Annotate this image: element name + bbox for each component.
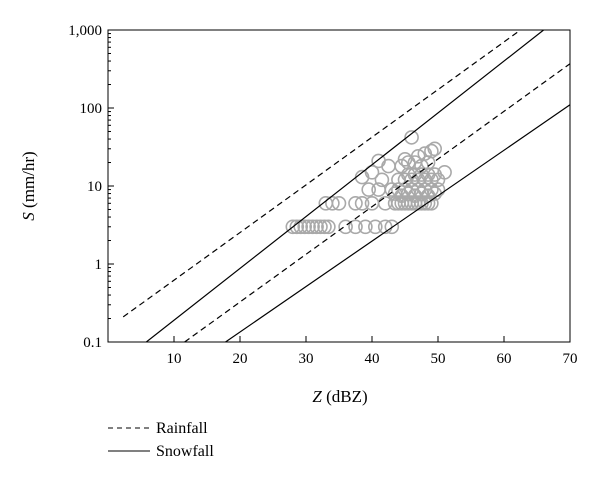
y-tick-label: 1,000 (68, 23, 102, 39)
scatter-point (410, 149, 426, 164)
scatter-points (285, 130, 452, 235)
y-tick-label: 1 (95, 257, 103, 273)
scatter-point (331, 196, 347, 211)
y-tick-label: 0.1 (83, 335, 102, 351)
x-tick-label: 50 (431, 351, 446, 367)
scatter-point (404, 130, 419, 145)
y-axis-label: S (mm/hr) (19, 151, 38, 220)
scatter-point (289, 219, 305, 235)
legend: Rainfall Snowfall (108, 420, 214, 460)
scatter-point (364, 165, 380, 180)
scatter-point (384, 219, 400, 235)
scatter-point (424, 143, 439, 159)
plot-frame (107, 29, 571, 343)
scatter-point (397, 152, 413, 167)
reference-lines (122, 30, 570, 342)
x-tick-label: 40 (365, 351, 380, 367)
scatter-point (313, 219, 328, 235)
scatter-point (325, 196, 340, 211)
scatter-point (374, 172, 390, 188)
y-tick-label: 10 (87, 179, 102, 195)
scatter-point (321, 219, 336, 235)
x-tick-label: 70 (563, 351, 578, 367)
snowfall-line (225, 104, 570, 342)
x-tick-label: 10 (167, 351, 182, 367)
x-tick-label: 20 (233, 351, 248, 367)
scatter-point (354, 196, 370, 211)
scatter-point (305, 219, 320, 235)
legend-label-rainfall: Rainfall (156, 420, 208, 437)
scatter-point (309, 219, 324, 235)
scatter-point (317, 219, 332, 235)
x-tick-label: 60 (497, 351, 512, 367)
scatter-point (381, 158, 396, 174)
x-tick-label: 30 (299, 351, 314, 367)
scatter-point (427, 141, 443, 157)
y-tick-label: 100 (80, 101, 103, 117)
legend-label-snowfall: Snowfall (156, 443, 214, 460)
rainfall-line (122, 30, 521, 318)
scatter-point (371, 153, 386, 169)
x-axis-label: Z (dBZ) (312, 387, 367, 406)
scatter-point (377, 219, 393, 235)
scatter-point (348, 219, 363, 235)
scatter-point (358, 219, 373, 235)
scatter-point (348, 196, 363, 211)
scatter-point (364, 196, 380, 211)
rainfall-line (184, 63, 570, 342)
snowfall-line (145, 30, 544, 342)
scatter-point (427, 167, 443, 182)
scatter-point (361, 182, 377, 197)
scatter-point (285, 219, 301, 235)
y-axis: 0.1 1 10 100 1,000 (68, 23, 114, 351)
scatter-point (301, 219, 316, 235)
scatter-point (367, 219, 383, 235)
scatter-point (437, 165, 452, 180)
scatter-point (297, 219, 313, 235)
scatter-point (338, 219, 353, 235)
x-axis: 10 20 30 40 50 60 70 (167, 336, 578, 367)
